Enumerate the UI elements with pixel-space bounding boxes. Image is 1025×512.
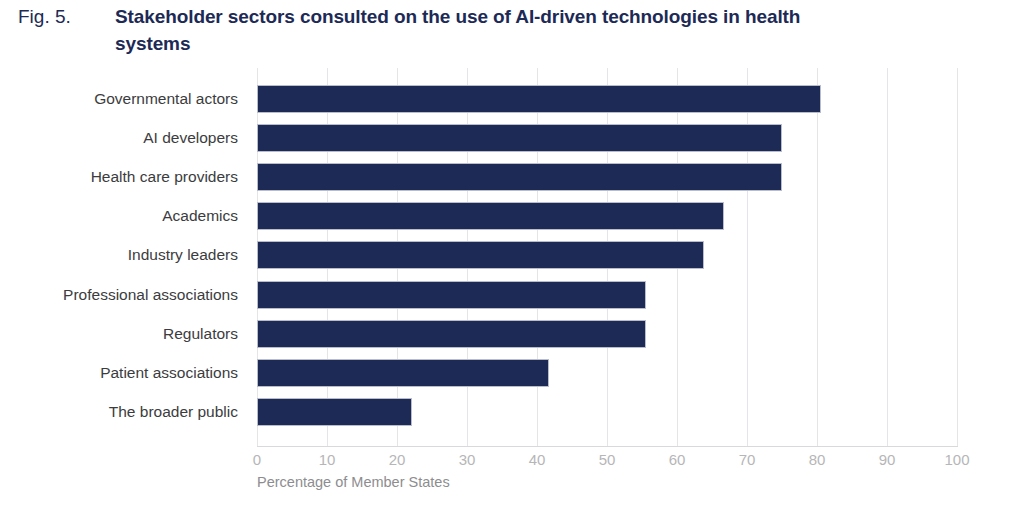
gridline-100: [957, 68, 958, 447]
gridline-90: [887, 68, 888, 447]
bar-governmental-actors: [257, 85, 821, 113]
x-tick-label-0: 0: [227, 451, 287, 468]
x-axis-title: Percentage of Member States: [257, 474, 450, 490]
category-label: Governmental actors: [0, 85, 238, 113]
bar-chart: Governmental actors AI developers Health c…: [0, 0, 1025, 512]
bar-professional-associations: [257, 281, 646, 309]
category-label: Health care providers: [0, 163, 238, 191]
x-tick-label-80: 80: [787, 451, 847, 468]
bar-the-broader-public: [257, 398, 412, 426]
x-tick-label-30: 30: [437, 451, 497, 468]
category-label: Patient associations: [0, 359, 238, 387]
figure-page: Fig. 5. Stakeholder sectors consulted on…: [0, 0, 1025, 512]
x-tick-label-20: 20: [367, 451, 427, 468]
bar-regulators: [257, 320, 646, 348]
x-tick-label-10: 10: [297, 451, 357, 468]
category-label: Professional associations: [0, 281, 238, 309]
category-label: Regulators: [0, 320, 238, 348]
gridline-80: [817, 68, 818, 447]
x-axis-line: [257, 446, 958, 447]
x-tick-label-50: 50: [577, 451, 637, 468]
x-tick-label-100: 100: [927, 451, 987, 468]
bar-academics: [257, 202, 724, 230]
x-tick-label-90: 90: [857, 451, 917, 468]
bar-patient-associations: [257, 359, 549, 387]
x-tick-label-40: 40: [507, 451, 567, 468]
bar-health-care-providers: [257, 163, 782, 191]
bar-industry-leaders: [257, 241, 704, 269]
category-label: Industry leaders: [0, 241, 238, 269]
bar-ai-developers: [257, 124, 782, 152]
category-label: The broader public: [0, 398, 238, 426]
category-label: Academics: [0, 202, 238, 230]
category-label: AI developers: [0, 124, 238, 152]
x-tick-label-70: 70: [717, 451, 777, 468]
x-tick-label-60: 60: [647, 451, 707, 468]
